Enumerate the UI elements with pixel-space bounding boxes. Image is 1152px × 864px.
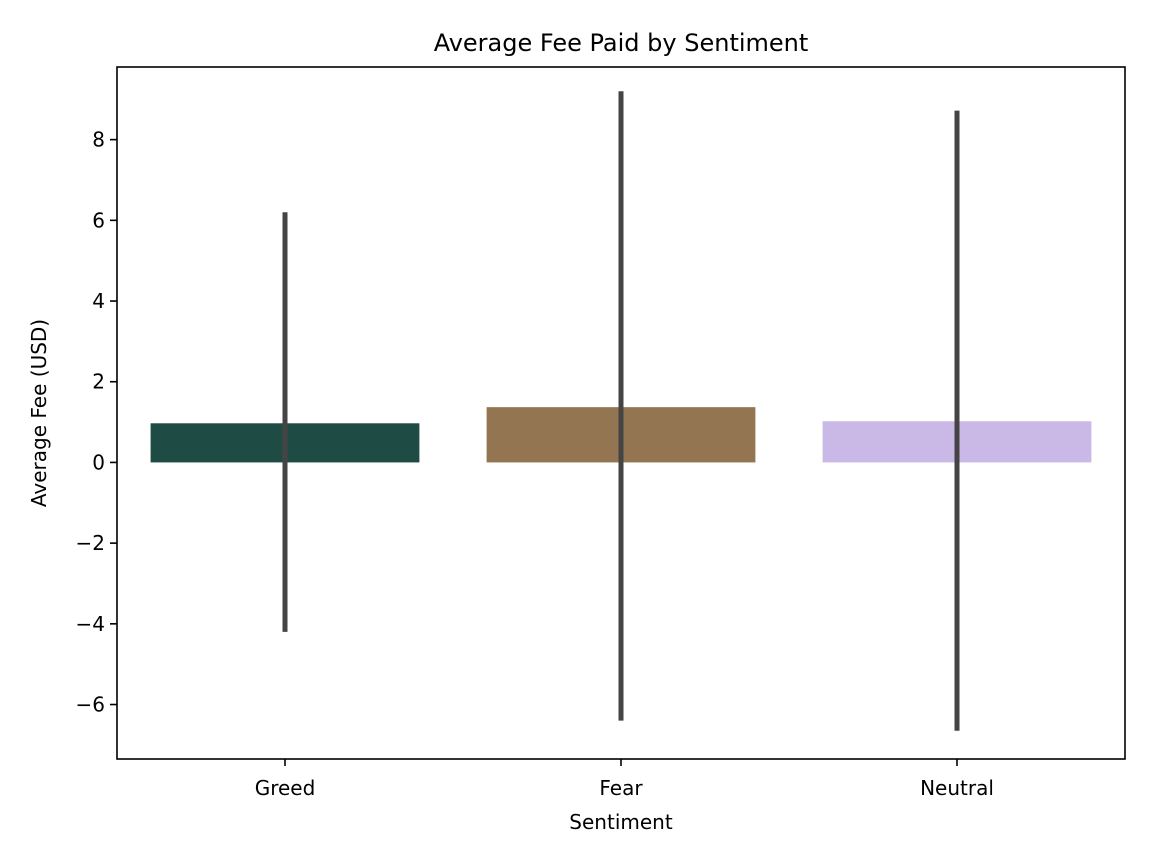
- x-axis-label: Sentiment: [569, 810, 673, 834]
- y-tick-label: −2: [76, 531, 105, 555]
- chart-marks: [150, 91, 1092, 731]
- y-tick-label: −6: [76, 693, 105, 717]
- y-axis: −6 −4 −2 0 2 4 6 8: [76, 128, 117, 717]
- x-axis: Greed Fear Neutral: [255, 759, 994, 800]
- y-tick-label: 0: [92, 450, 105, 474]
- chart-title: Average Fee Paid by Sentiment: [434, 29, 809, 57]
- x-tick-label-neutral: Neutral: [920, 776, 994, 800]
- x-tick-label-greed: Greed: [255, 776, 316, 800]
- y-tick-label: 2: [92, 370, 105, 394]
- y-tick-label: 6: [92, 208, 105, 232]
- x-tick-label-fear: Fear: [599, 776, 643, 800]
- y-axis-label: Average Fee (USD): [27, 319, 51, 507]
- y-tick-label: 4: [92, 289, 105, 313]
- y-tick-label: 8: [92, 128, 105, 152]
- y-tick-label: −4: [76, 612, 105, 636]
